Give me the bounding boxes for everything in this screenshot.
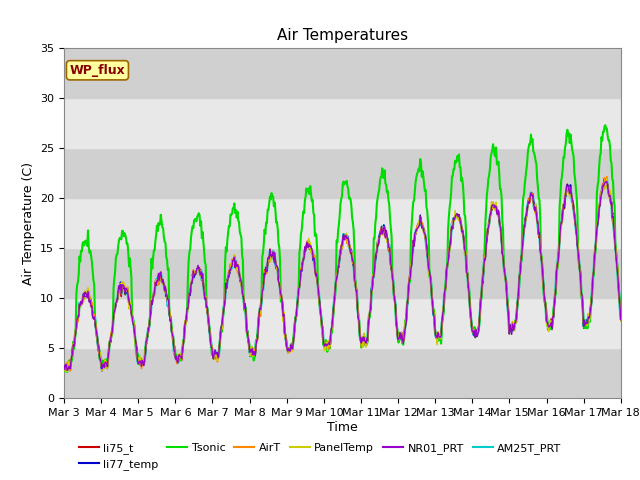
Bar xyxy=(64,98,621,148)
AirT xyxy=(185,293,193,299)
Bar xyxy=(64,148,621,198)
AM25T_PRT xyxy=(128,314,136,320)
AirT xyxy=(411,234,419,240)
li75_t xyxy=(411,233,419,239)
li77_temp xyxy=(60,363,68,369)
AM25T_PRT xyxy=(411,232,419,238)
li75_t xyxy=(601,176,609,181)
li77_temp xyxy=(128,315,136,321)
Tsonic xyxy=(60,368,68,374)
li77_temp xyxy=(411,234,419,240)
Bar xyxy=(64,348,621,398)
li75_t xyxy=(214,355,222,360)
Line: PanelTemp: PanelTemp xyxy=(64,179,621,372)
AirT xyxy=(428,279,435,285)
Bar xyxy=(64,248,621,298)
AirT xyxy=(214,357,222,362)
Line: li75_t: li75_t xyxy=(64,179,621,370)
PanelTemp xyxy=(63,369,71,374)
X-axis label: Time: Time xyxy=(327,421,358,434)
Line: li77_temp: li77_temp xyxy=(64,179,621,371)
PanelTemp xyxy=(128,319,136,324)
PanelTemp xyxy=(411,232,419,238)
li75_t xyxy=(128,312,136,318)
li77_temp xyxy=(214,353,222,359)
NR01_PRT xyxy=(63,367,71,373)
AirT xyxy=(67,368,74,374)
AM25T_PRT xyxy=(617,316,625,322)
NR01_PRT xyxy=(617,317,625,323)
li77_temp xyxy=(185,297,193,303)
AM25T_PRT xyxy=(60,365,68,371)
AM25T_PRT xyxy=(185,296,193,301)
li75_t xyxy=(617,315,625,321)
PanelTemp xyxy=(617,318,625,324)
PanelTemp xyxy=(603,176,611,181)
Y-axis label: Air Temperature (C): Air Temperature (C) xyxy=(22,162,35,285)
Line: AirT: AirT xyxy=(64,177,621,371)
NR01_PRT xyxy=(428,282,435,288)
PanelTemp xyxy=(60,368,68,373)
AirT xyxy=(71,332,79,337)
li77_temp xyxy=(98,368,106,374)
AirT xyxy=(617,314,625,320)
AM25T_PRT xyxy=(214,354,222,360)
NR01_PRT xyxy=(214,355,222,361)
Tsonic xyxy=(617,316,625,322)
Tsonic xyxy=(214,355,222,360)
AM25T_PRT xyxy=(71,334,79,340)
NR01_PRT xyxy=(71,336,79,341)
AM25T_PRT xyxy=(428,281,435,287)
li77_temp xyxy=(428,280,435,286)
PanelTemp xyxy=(71,338,79,344)
Tsonic xyxy=(428,279,435,285)
Line: NR01_PRT: NR01_PRT xyxy=(64,181,621,370)
li77_temp xyxy=(617,317,625,323)
Bar xyxy=(64,48,621,98)
li77_temp xyxy=(601,176,609,182)
li77_temp xyxy=(70,342,78,348)
Bar xyxy=(64,198,621,248)
Bar xyxy=(64,298,621,348)
Tsonic xyxy=(185,257,193,263)
NR01_PRT xyxy=(128,314,136,320)
Text: WP_flux: WP_flux xyxy=(70,64,125,77)
NR01_PRT xyxy=(185,296,193,302)
AirT xyxy=(128,318,136,324)
Tsonic xyxy=(602,122,609,128)
AirT xyxy=(60,368,68,373)
li75_t xyxy=(60,366,68,372)
NR01_PRT xyxy=(411,231,419,237)
li75_t xyxy=(185,296,193,301)
AM25T_PRT xyxy=(601,176,609,182)
PanelTemp xyxy=(428,278,435,284)
Line: AM25T_PRT: AM25T_PRT xyxy=(64,179,621,370)
Line: Tsonic: Tsonic xyxy=(64,125,621,372)
AirT xyxy=(603,174,611,180)
AM25T_PRT xyxy=(67,367,74,372)
li75_t xyxy=(71,337,79,343)
Tsonic xyxy=(71,338,79,344)
Legend: li75_t, li77_temp, Tsonic, AirT, PanelTemp, NR01_PRT, AM25T_PRT: li75_t, li77_temp, Tsonic, AirT, PanelTe… xyxy=(74,438,566,474)
PanelTemp xyxy=(214,358,222,364)
li75_t xyxy=(428,281,435,287)
PanelTemp xyxy=(185,299,193,305)
Tsonic xyxy=(63,369,71,375)
Title: Air Temperatures: Air Temperatures xyxy=(277,28,408,43)
NR01_PRT xyxy=(60,362,68,368)
li75_t xyxy=(63,367,71,372)
Tsonic xyxy=(411,188,419,193)
Tsonic xyxy=(128,313,136,319)
NR01_PRT xyxy=(603,179,611,184)
